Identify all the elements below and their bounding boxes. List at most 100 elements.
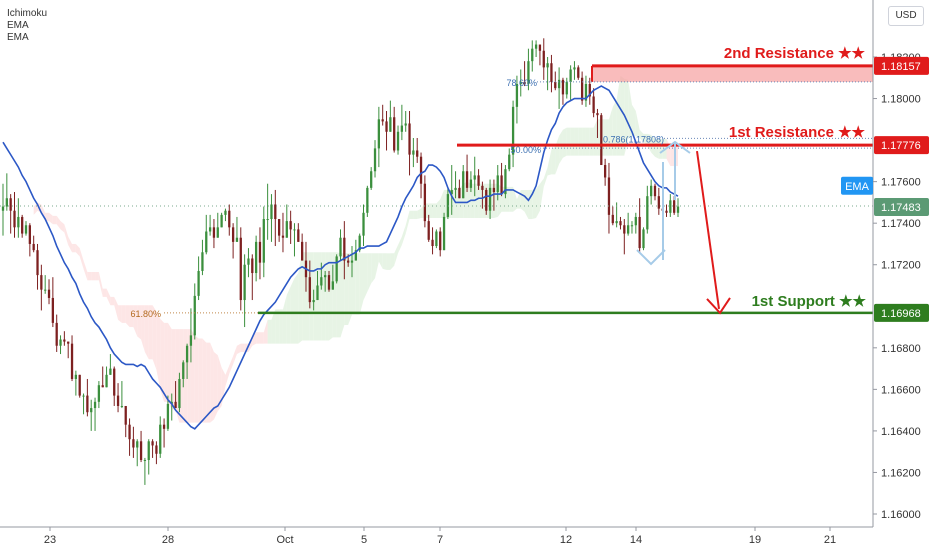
cloud-segment xyxy=(133,305,138,337)
cloud-segment xyxy=(152,305,157,370)
cloud-segment xyxy=(194,335,199,423)
cloud-segment xyxy=(221,367,226,406)
cloud-segment xyxy=(378,253,383,269)
cloud-segment xyxy=(64,224,69,245)
cloud-segment xyxy=(513,186,517,212)
price-badges: 1.18157 1.17776 EMA 1.17483 1.16968 xyxy=(841,56,929,322)
cloud-segment xyxy=(528,189,533,220)
cloud-segment xyxy=(605,119,609,156)
cloud-segment xyxy=(547,149,552,176)
candle-body xyxy=(301,241,304,261)
cloud-segment xyxy=(72,243,76,253)
candle-body xyxy=(500,175,503,195)
candle-body xyxy=(235,237,239,242)
candle-body xyxy=(393,117,396,151)
cloud-segment xyxy=(206,342,211,423)
candle-body xyxy=(638,216,641,249)
grid xyxy=(0,0,873,527)
cloud-segment xyxy=(271,309,276,344)
cloud-segment xyxy=(240,343,245,352)
cloud-segment xyxy=(516,189,521,209)
candle-body xyxy=(435,231,438,247)
candle-body xyxy=(588,84,591,97)
cloud-segment xyxy=(467,181,471,218)
candle-body xyxy=(523,81,526,85)
ema-polyline xyxy=(2,85,679,430)
candle-body xyxy=(124,405,127,425)
candle-body xyxy=(439,231,442,251)
indicator-ichimoku[interactable]: Ichimoku xyxy=(7,8,48,19)
candle-body xyxy=(431,239,434,247)
cloud-segment xyxy=(106,288,111,306)
resistance-zone-box xyxy=(592,65,873,82)
candle-body xyxy=(419,156,423,184)
candle-body xyxy=(646,196,649,230)
time-tick-label: 5 xyxy=(361,534,367,546)
cloud-segment xyxy=(198,338,203,423)
indicator-ema-2[interactable]: EMA xyxy=(7,32,29,43)
cloud-segment xyxy=(294,273,299,344)
cloud-segment xyxy=(160,318,165,402)
cloud-segment xyxy=(635,111,640,139)
ema-line xyxy=(2,85,679,430)
cloud-segment xyxy=(79,248,84,269)
currency-button[interactable]: USD xyxy=(888,6,924,26)
candle-body xyxy=(82,395,85,397)
candle-body xyxy=(308,277,311,303)
price-tick-label: 1.16200 xyxy=(881,467,921,479)
candle-body xyxy=(231,227,235,242)
candle-body xyxy=(584,84,588,101)
candle-body xyxy=(93,401,97,409)
candle-body xyxy=(36,250,39,276)
candle-body xyxy=(105,374,108,388)
cloud-segment xyxy=(574,127,579,156)
cloud-segment xyxy=(624,78,629,156)
cloud-segment xyxy=(171,329,176,411)
candle-body xyxy=(534,44,538,49)
cloud-segment xyxy=(52,215,57,225)
candle-body xyxy=(74,374,78,379)
cloud-segment xyxy=(539,178,544,211)
cloud-segment xyxy=(259,332,264,344)
swing-down-arrowhead xyxy=(636,249,666,266)
candle-body xyxy=(228,210,231,228)
candle-body xyxy=(266,219,269,221)
resistance-1-label: 1st Resistance ★★ xyxy=(729,124,866,141)
candle-body xyxy=(59,339,62,346)
candle-body xyxy=(205,231,208,253)
candle-body xyxy=(262,219,265,263)
candle-body xyxy=(389,117,392,132)
candle-body xyxy=(174,401,177,409)
candle-body xyxy=(408,123,411,155)
candle-body xyxy=(197,270,200,296)
candle-body xyxy=(320,277,323,286)
drawings: 2nd Resistance ★★ 1st Resistance ★★ 1st Su… xyxy=(0,45,873,319)
cloud-segment xyxy=(290,278,295,344)
cloud-segment xyxy=(367,253,372,292)
candle-body xyxy=(335,256,338,282)
cloud-segment xyxy=(110,296,115,306)
price-badge xyxy=(874,136,929,155)
price-badge-label: 1.18157 xyxy=(881,61,921,73)
cloud-segment xyxy=(321,252,326,341)
candle-body xyxy=(665,210,668,213)
candle-body xyxy=(619,221,622,226)
candle-body xyxy=(55,322,58,346)
cloud-segment xyxy=(275,309,280,344)
cloud-segment xyxy=(244,343,249,352)
candle-body xyxy=(120,405,124,407)
cloud-segment xyxy=(585,127,590,156)
indicator-list: Ichimoku EMA EMA xyxy=(7,8,47,44)
candle-body xyxy=(63,339,66,342)
cloud-segment xyxy=(570,127,575,156)
time-tick-label: 23 xyxy=(44,534,56,546)
price-badge xyxy=(874,56,929,75)
indicator-ema-1[interactable]: EMA xyxy=(7,20,29,31)
candle-body xyxy=(189,335,193,346)
candle-body xyxy=(251,258,254,274)
candle-body xyxy=(136,441,139,448)
candle-body xyxy=(577,67,580,78)
projection-arrowhead xyxy=(706,297,731,315)
